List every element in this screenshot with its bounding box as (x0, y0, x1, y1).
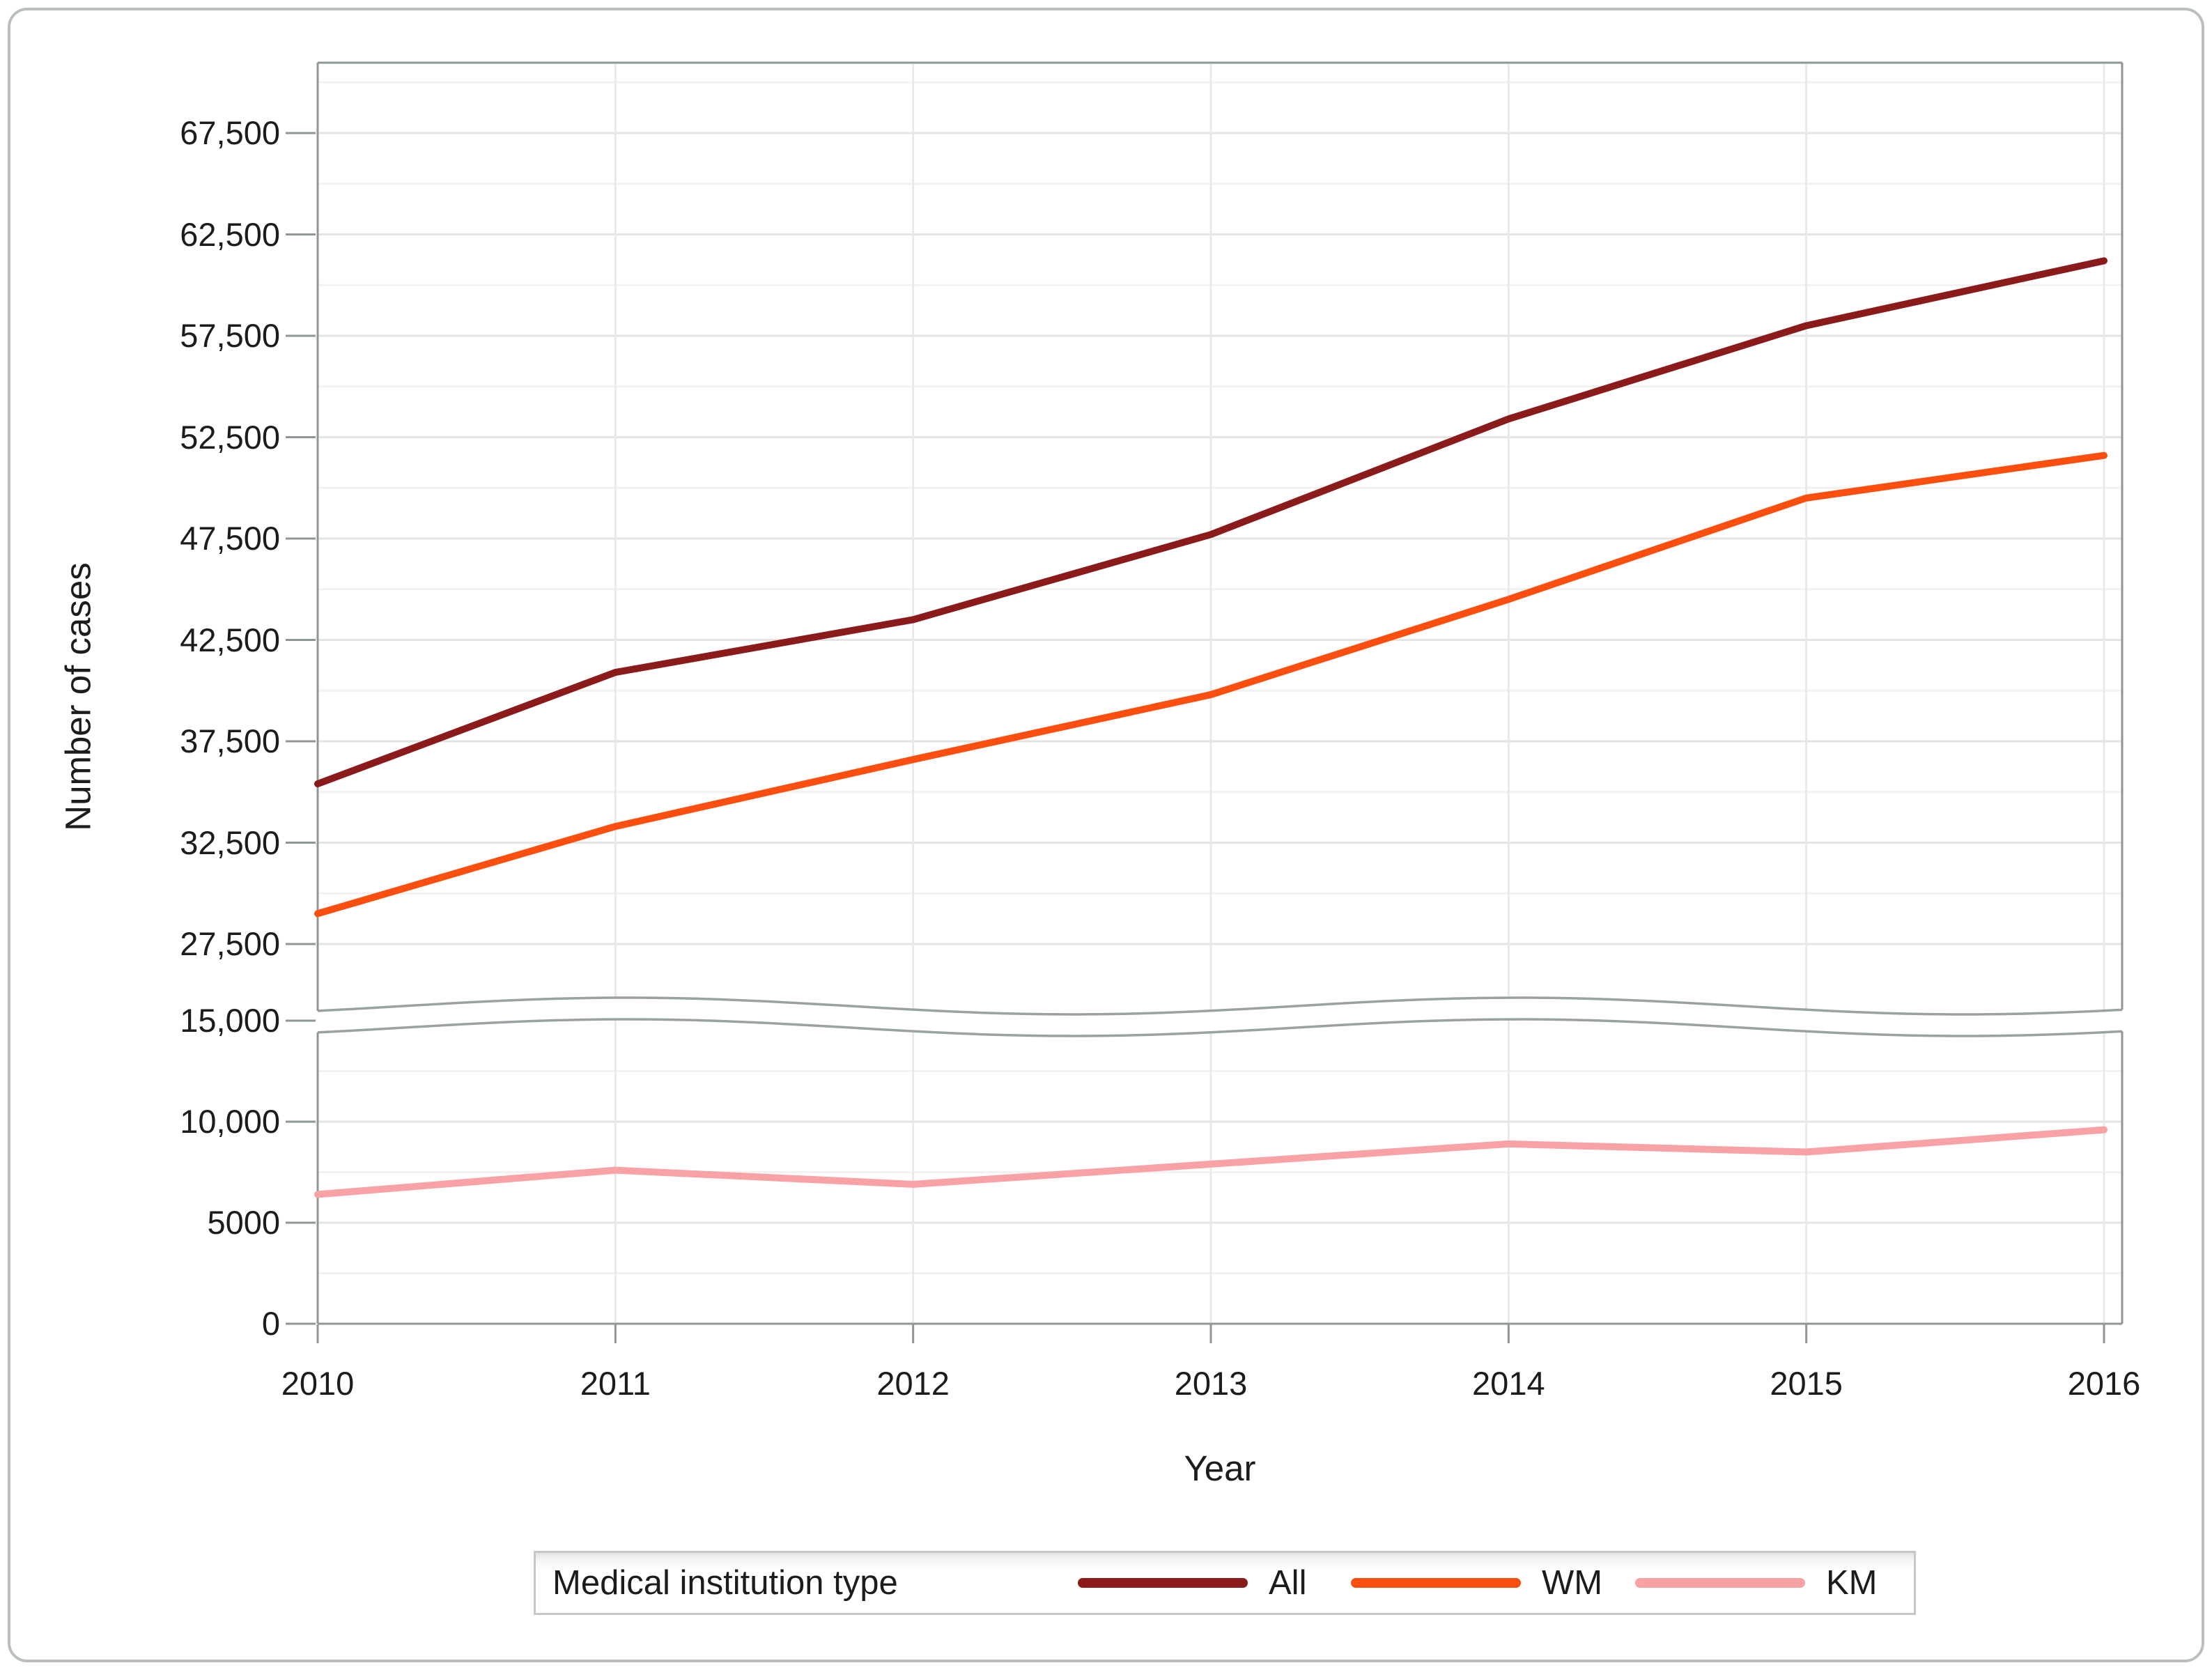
legend-title: Medical institution type (552, 1564, 898, 1602)
y-tick-label: 15,000 (180, 1002, 280, 1039)
y-tick-label: 62,500 (180, 215, 280, 253)
legend: Medical institution type All WM KM (534, 1551, 1916, 1615)
legend-item-wm: WM (1351, 1563, 1602, 1602)
x-tick-label: 2013 (1174, 1365, 1248, 1402)
y-tick-label: 0 (261, 1305, 280, 1342)
x-tick-label: 2012 (876, 1365, 950, 1402)
legend-label: KM (1826, 1564, 1878, 1602)
axis-break-wave-bottom (317, 1018, 2123, 1037)
y-tick-label: 10,000 (180, 1103, 280, 1140)
x-axis-title: Year (1184, 1448, 1256, 1488)
y-tick-label: 57,500 (180, 317, 280, 354)
axis-break-wave-top (317, 996, 2123, 1016)
x-tick-label: 2016 (2067, 1365, 2141, 1402)
y-axis-title: Number of cases (58, 562, 98, 831)
y-tick-label: 37,500 (180, 722, 280, 759)
x-tick-label: 2015 (1770, 1365, 1843, 1402)
y-tick-label: 32,500 (180, 824, 280, 861)
x-tick-label: 2014 (1472, 1365, 1545, 1402)
y-tick-label: 67,500 (180, 114, 280, 151)
x-tick-label: 2010 (281, 1365, 355, 1402)
legend-item-all: All (1078, 1563, 1306, 1602)
series-all-line (314, 257, 2107, 788)
legend-label: WM (1542, 1564, 1603, 1602)
y-tick-label: 52,500 (180, 418, 280, 456)
y-tick-label: 27,500 (180, 925, 280, 962)
legend-line-swatch-wm (1351, 1578, 1521, 1588)
y-tick-label: 5000 (207, 1204, 280, 1241)
legend-line-swatch-km (1635, 1578, 1805, 1588)
y-tick-label: 47,500 (180, 520, 280, 557)
legend-item-km: KM (1635, 1563, 1878, 1602)
y-tick-label: 42,500 (180, 621, 280, 658)
axis-break-band (318, 998, 2122, 1036)
series-km-line (314, 1126, 2107, 1198)
legend-line-swatch-all (1078, 1578, 1248, 1588)
series-wm-line (314, 451, 2107, 918)
legend-label: All (1269, 1564, 1307, 1602)
x-tick-label: 2011 (580, 1365, 651, 1402)
